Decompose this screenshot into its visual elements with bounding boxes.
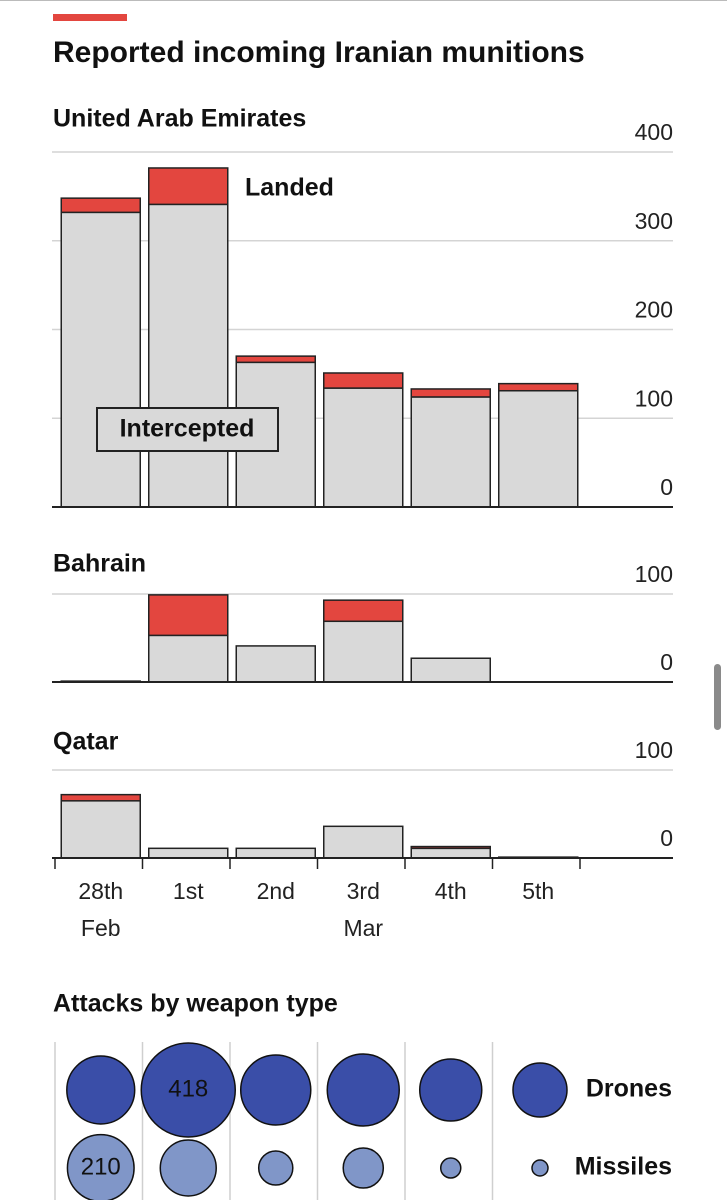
bubble (326, 1053, 400, 1127)
x-tick-label: 1st (173, 878, 204, 904)
legend-swatch (531, 1159, 549, 1177)
landed-bar (323, 372, 404, 389)
legend-label: Missiles (575, 1153, 672, 1181)
intercepted-bar (235, 847, 316, 859)
landed-bar (148, 167, 229, 206)
y-tick-label: 300 (635, 208, 673, 234)
intercepted-bar (148, 634, 229, 683)
accent-bar (53, 14, 127, 21)
y-tick-label: 100 (635, 561, 673, 587)
bubble-label: 210 (81, 1153, 121, 1180)
landed-bar (60, 793, 141, 802)
y-tick-label: 0 (660, 825, 673, 851)
intercepted-label-box (96, 407, 279, 452)
landed-bar (60, 197, 141, 214)
x-tick-sublabel: Feb (81, 915, 121, 941)
intercepted-bar (410, 847, 491, 859)
legend-label: Drones (586, 1075, 672, 1103)
bubble (140, 1042, 236, 1138)
bubble (342, 1147, 385, 1189)
intercepted-bar (323, 825, 404, 859)
bubble (418, 1058, 483, 1122)
intercepted-bar (498, 389, 579, 508)
intercepted-bar (410, 396, 491, 508)
chart-subtitle: Bahrain (53, 550, 146, 578)
intercepted-bar (148, 203, 229, 508)
bubble-label: 418 (168, 1075, 208, 1102)
y-tick-label: 200 (635, 297, 673, 323)
x-tick-label: 3rd (347, 878, 380, 904)
intercepted-bar (60, 211, 141, 508)
y-tick-label: 100 (635, 385, 673, 411)
y-tick-label: 0 (660, 649, 673, 675)
intercepted-bar (60, 800, 141, 859)
bubble (159, 1139, 217, 1197)
intercepted-bar (410, 657, 491, 683)
bubble (66, 1055, 136, 1125)
figure-title: Reported incoming Iranian munitions (53, 36, 585, 69)
y-tick-label: 400 (635, 119, 673, 145)
bubble (257, 1150, 294, 1186)
bubble (66, 1133, 135, 1200)
landed-bar (410, 388, 491, 398)
x-tick-label: 28th (78, 878, 123, 904)
intercepted-bar (323, 387, 404, 508)
legend-swatch (512, 1062, 568, 1118)
intercepted-bar (148, 847, 229, 859)
x-tick-label: 5th (522, 878, 554, 904)
intercepted-label: Intercepted (120, 415, 255, 443)
landed-bar (498, 382, 579, 392)
landed-bar (323, 599, 404, 623)
bubble (439, 1157, 462, 1179)
chart-subtitle: United Arab Emirates (53, 105, 306, 133)
x-tick-sublabel: Mar (343, 915, 383, 941)
y-tick-label: 0 (660, 474, 673, 500)
x-tick-label: 4th (435, 878, 467, 904)
landed-bar (235, 355, 316, 364)
chart-subtitle: Qatar (53, 728, 119, 756)
intercepted-bar (323, 620, 404, 683)
intercepted-bar (235, 645, 316, 683)
x-tick-label: 2nd (257, 878, 295, 904)
landed-bar (148, 594, 229, 637)
bubble (239, 1054, 312, 1126)
y-tick-label: 100 (635, 737, 673, 763)
landed-bar (410, 845, 491, 850)
landed-label: Landed (245, 174, 334, 202)
scrollbar (714, 664, 721, 730)
chart-title: Attacks by weapon type (53, 990, 338, 1018)
